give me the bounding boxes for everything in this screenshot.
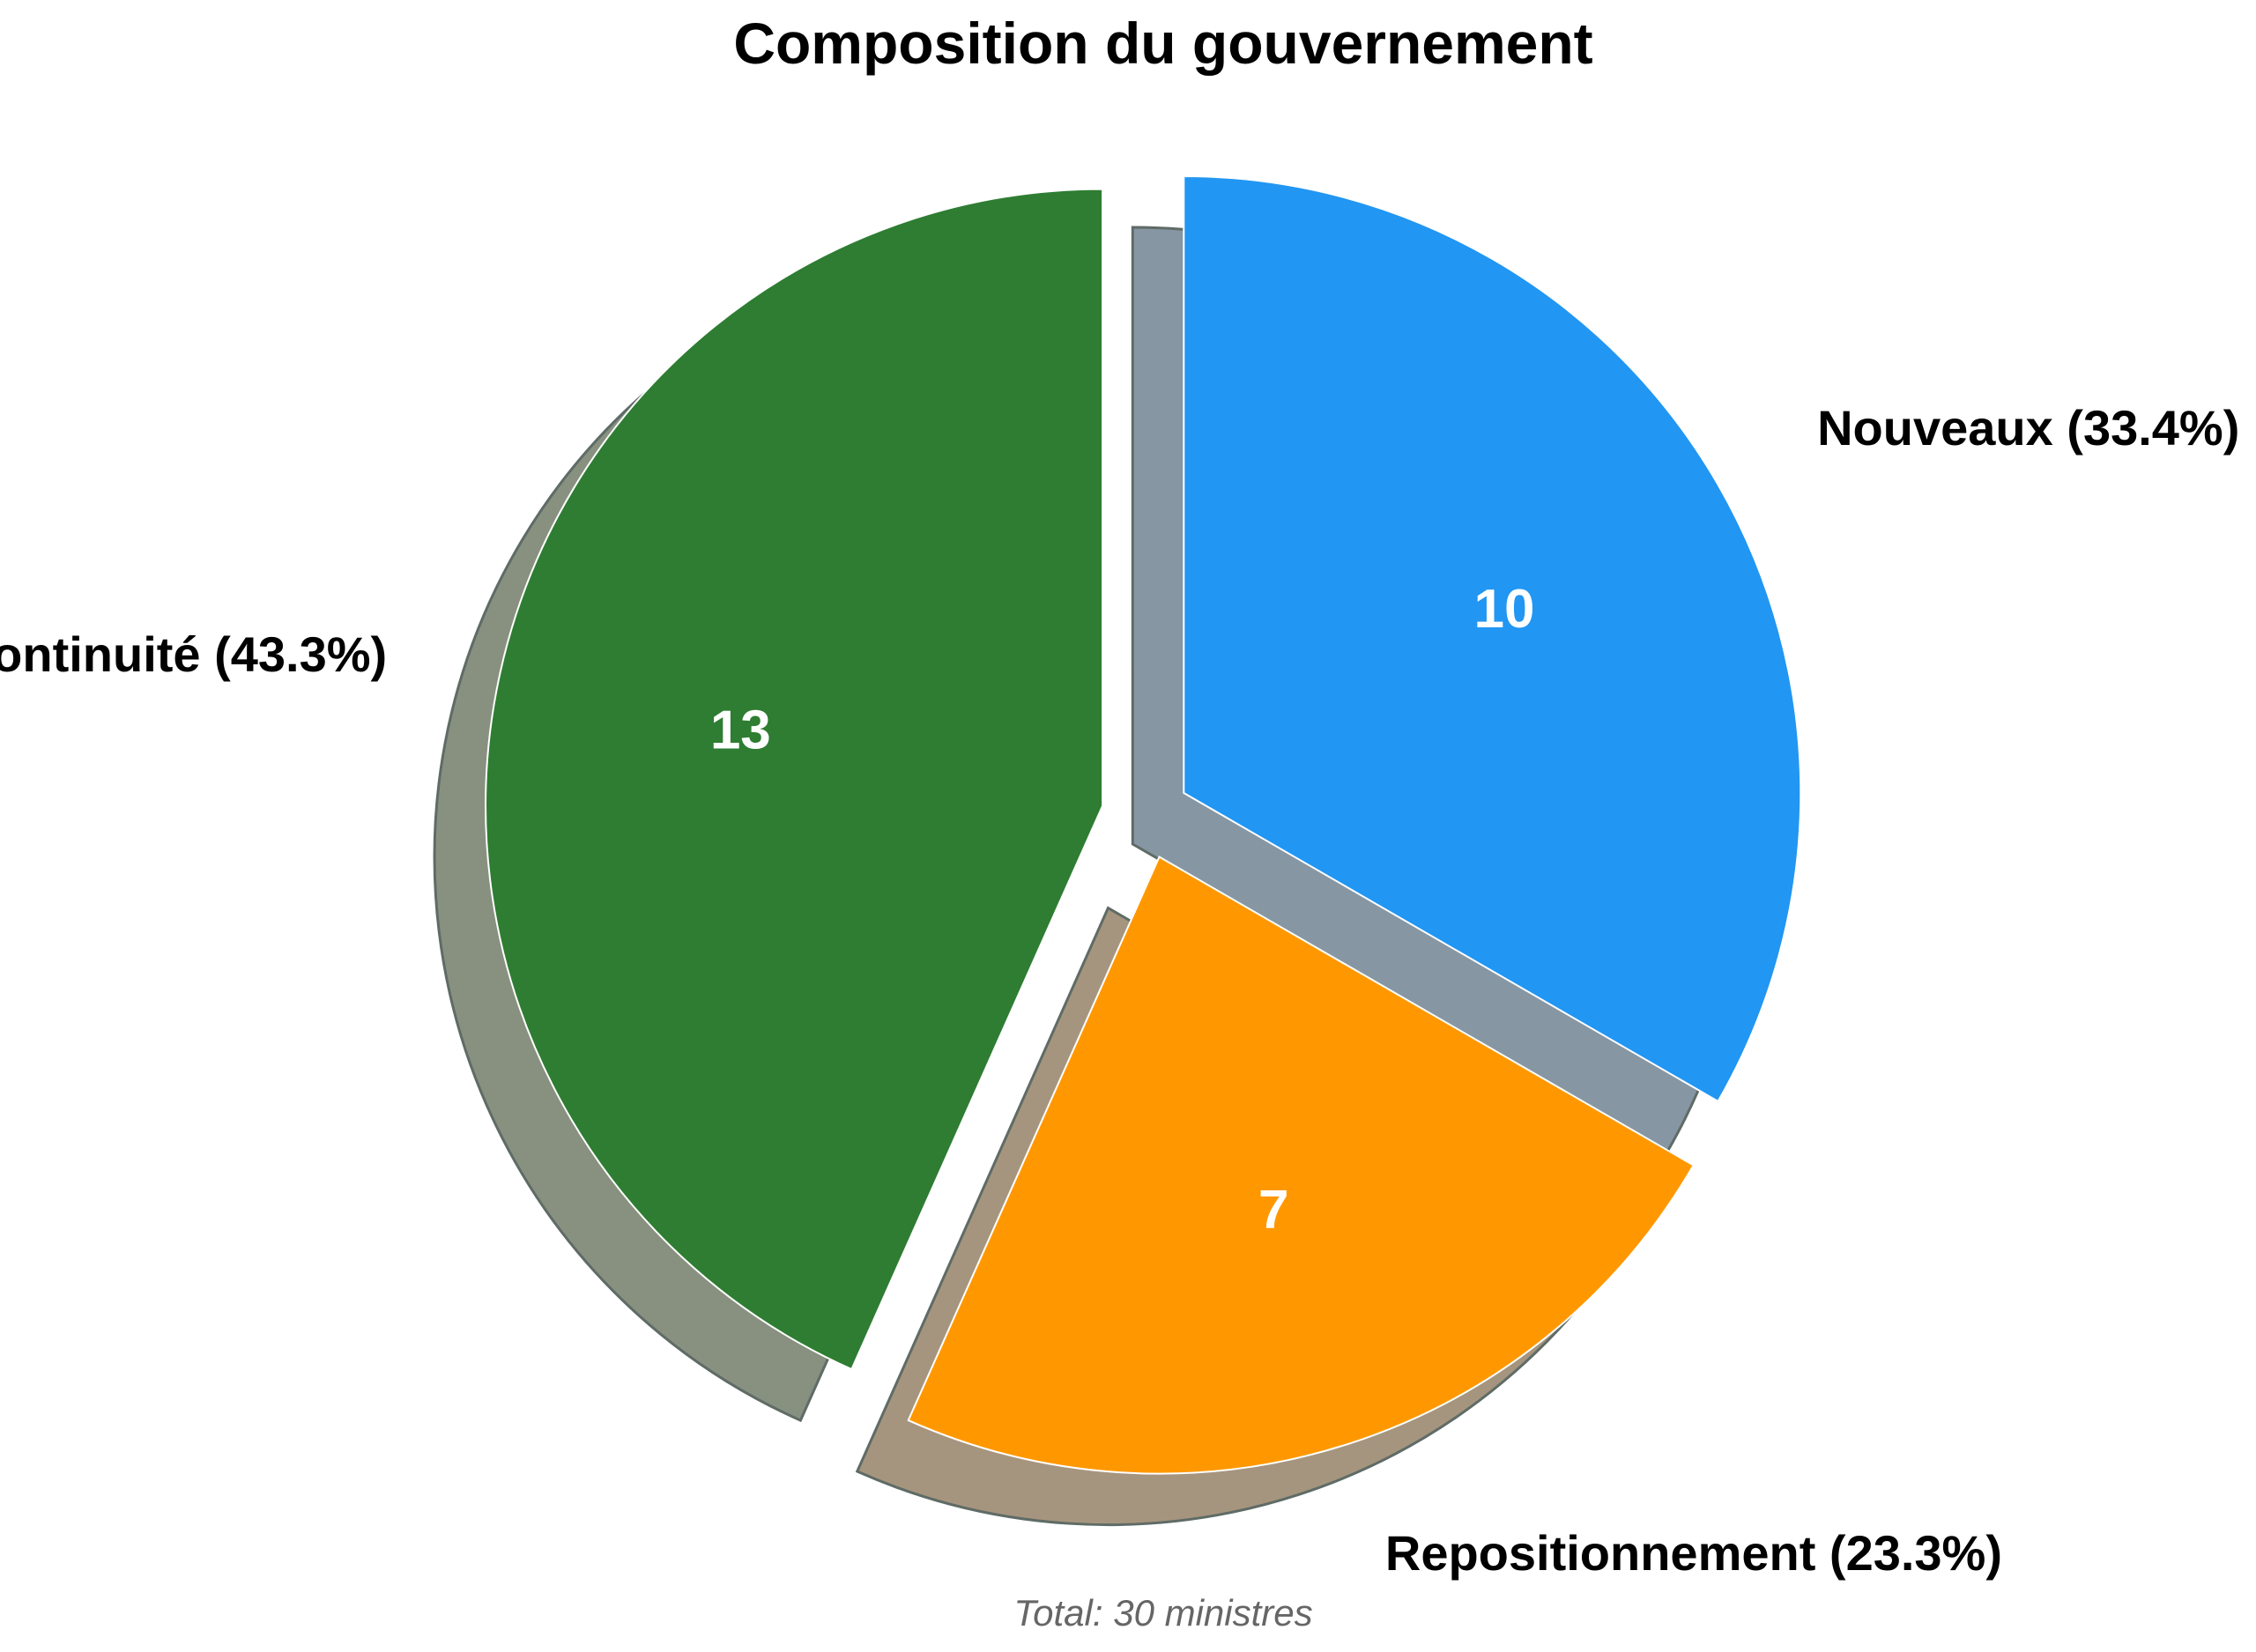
pie-slice-nouveaux <box>1183 174 1802 1103</box>
chart-footnote: Total: 30 ministres <box>1013 1592 1312 1633</box>
slice-label-layer: Nouveaux (33.4%) Repositionnement (23.3%)… <box>0 400 2239 1581</box>
slice-label-continuite: Continuité (43.3%) <box>0 626 387 682</box>
slice-layer <box>485 174 1802 1475</box>
slice-label-nouveaux: Nouveaux (33.4%) <box>1817 400 2239 456</box>
value-label-layer: 10 7 13 <box>710 579 1535 1241</box>
slice-label-repositionnement: Repositionnement (23.3%) <box>1385 1525 2002 1581</box>
slice-value-nouveaux: 10 <box>1474 579 1535 640</box>
slice-value-repositionnement: 7 <box>1258 1180 1288 1241</box>
chart-title: Composition du gouvernement <box>733 11 1592 76</box>
pie-slice-repositionnement <box>907 856 1696 1475</box>
pie-slice-continuite <box>485 188 1104 1371</box>
slice-value-continuite: 13 <box>710 700 771 760</box>
